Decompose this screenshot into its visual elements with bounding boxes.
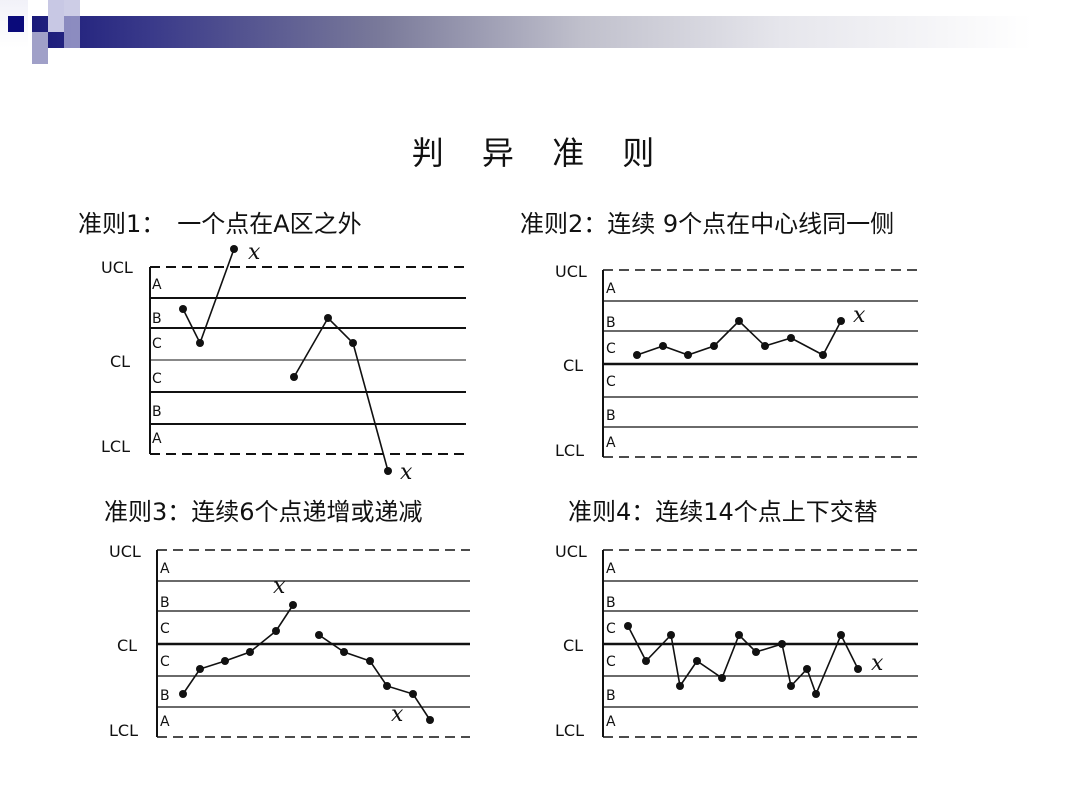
svg-text:C: C [606,374,616,390]
svg-text:CL: CL [563,356,583,375]
svg-text:LCL: LCL [555,721,584,740]
svg-text:UCL: UCL [555,262,587,281]
svg-text:A: A [152,277,162,293]
svg-text:A: A [606,281,616,297]
rule-4-title: 准则4：连续14个点上下交替 [568,498,878,526]
svg-text:C: C [160,621,170,637]
svg-text:A: A [160,561,170,577]
svg-text:UCL: UCL [109,542,141,561]
svg-text:LCL: LCL [555,441,584,460]
decorative-square [32,32,48,64]
svg-text:C: C [152,336,162,352]
rule-1-title: 准则1： 一个点在A区之外 [78,210,362,238]
svg-text:B: B [606,688,616,704]
svg-text:A: A [152,431,162,447]
svg-text:A: A [606,561,616,577]
svg-text:UCL: UCL [555,542,587,561]
page-title: 判 异 准 则 [411,134,669,172]
out-of-control-marker: x [853,303,866,328]
out-of-control-marker: x [273,574,286,599]
svg-text:LCL: LCL [101,437,130,456]
svg-text:C: C [606,621,616,637]
control-chart-3: UCL CL LCL A B C C B A x x [109,542,470,740]
out-of-control-marker: x [871,651,884,676]
svg-text:B: B [160,688,170,704]
rule-2-title: 准则2：连续 9个点在中心线同一侧 [520,210,895,238]
svg-text:B: B [152,311,162,327]
control-chart-4: UCL CL LCL A B C C B A x [555,542,918,740]
svg-text:C: C [606,654,616,670]
svg-text:UCL: UCL [101,258,133,277]
rule-3-title: 准则3：连续6个点递增或递减 [104,498,423,526]
decorative-square [48,0,64,32]
svg-text:CL: CL [117,636,137,655]
out-of-control-marker: x [400,460,413,485]
svg-text:A: A [160,714,170,730]
header-gradient-bar [32,16,1032,48]
control-chart-1: UCL CL LCL A B C C B A x x [101,240,466,485]
out-of-control-marker: x [248,240,261,265]
svg-text:C: C [152,371,162,387]
control-chart-2: UCL CL LCL A B C C B A x [555,262,918,460]
out-of-control-marker: x [391,702,404,727]
decorative-square [64,0,80,48]
svg-text:CL: CL [110,352,130,371]
svg-text:B: B [606,595,616,611]
decorative-square [8,16,24,32]
svg-text:B: B [160,595,170,611]
svg-text:C: C [160,654,170,670]
svg-text:A: A [606,435,616,451]
svg-text:CL: CL [563,636,583,655]
svg-text:B: B [152,404,162,420]
svg-text:B: B [606,315,616,331]
svg-text:C: C [606,341,616,357]
svg-text:LCL: LCL [109,721,138,740]
svg-text:B: B [606,408,616,424]
svg-text:A: A [606,714,616,730]
